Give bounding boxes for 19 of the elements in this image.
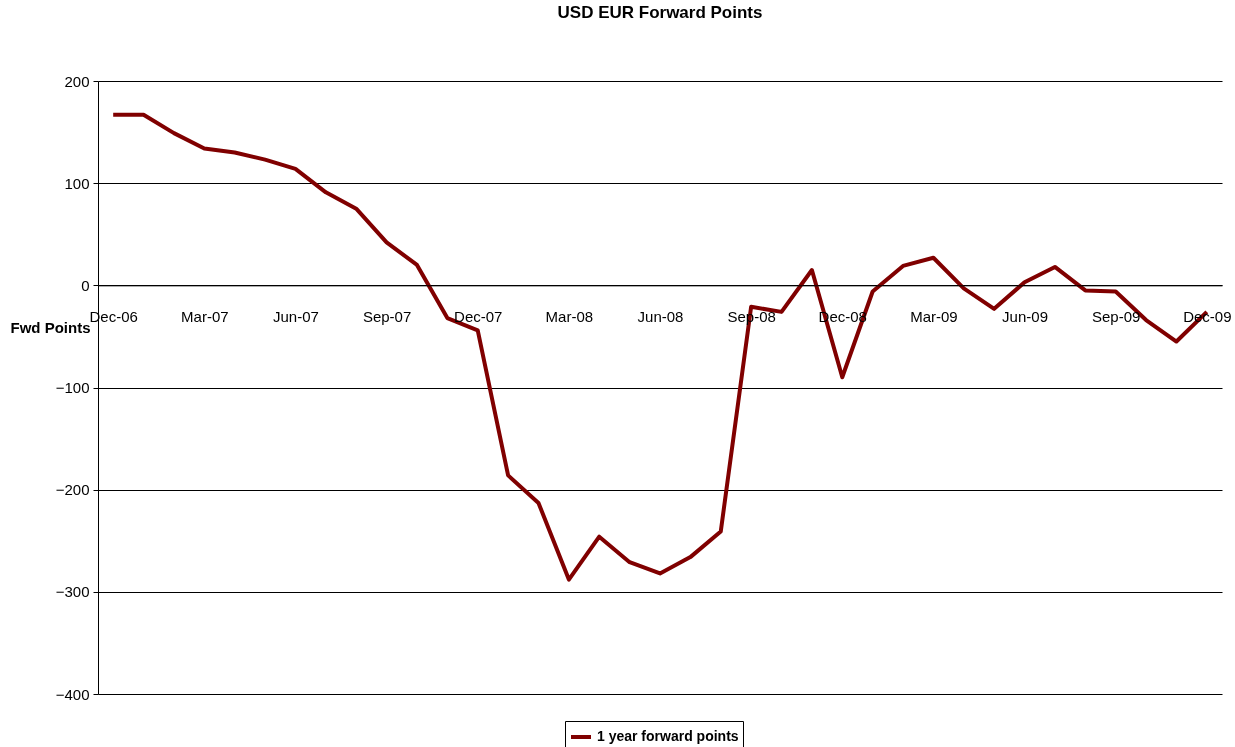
y-tick-label: −100 [55,379,90,396]
chart-title: USD EUR Forward Points [557,3,763,22]
y-tick-label: −400 [55,685,90,703]
x-tick-label: Sep-09 [1091,307,1141,325]
x-tick-label: Mar-07 [181,307,229,325]
x-tick-label: Mar-08 [545,307,594,325]
y-tick-label: 0 [81,276,90,294]
y-tick-label: 200 [64,72,90,90]
y-axis-title: Fwd Points [10,318,91,336]
x-tick-label: Jun-09 [1002,307,1048,325]
y-tick-label: 100 [64,174,90,192]
x-tick-label: Sep-07 [362,307,412,325]
x-tick-label: Jun-07 [273,307,319,325]
y-tick-label: −300 [55,583,90,601]
legend-label: 1 year forward points [597,728,739,744]
y-tick-label: −200 [55,481,90,499]
x-tick-label: Jun-08 [637,307,684,325]
x-tick-label: Dec-07 [454,307,503,325]
x-tick-label: Mar-09 [910,307,958,325]
